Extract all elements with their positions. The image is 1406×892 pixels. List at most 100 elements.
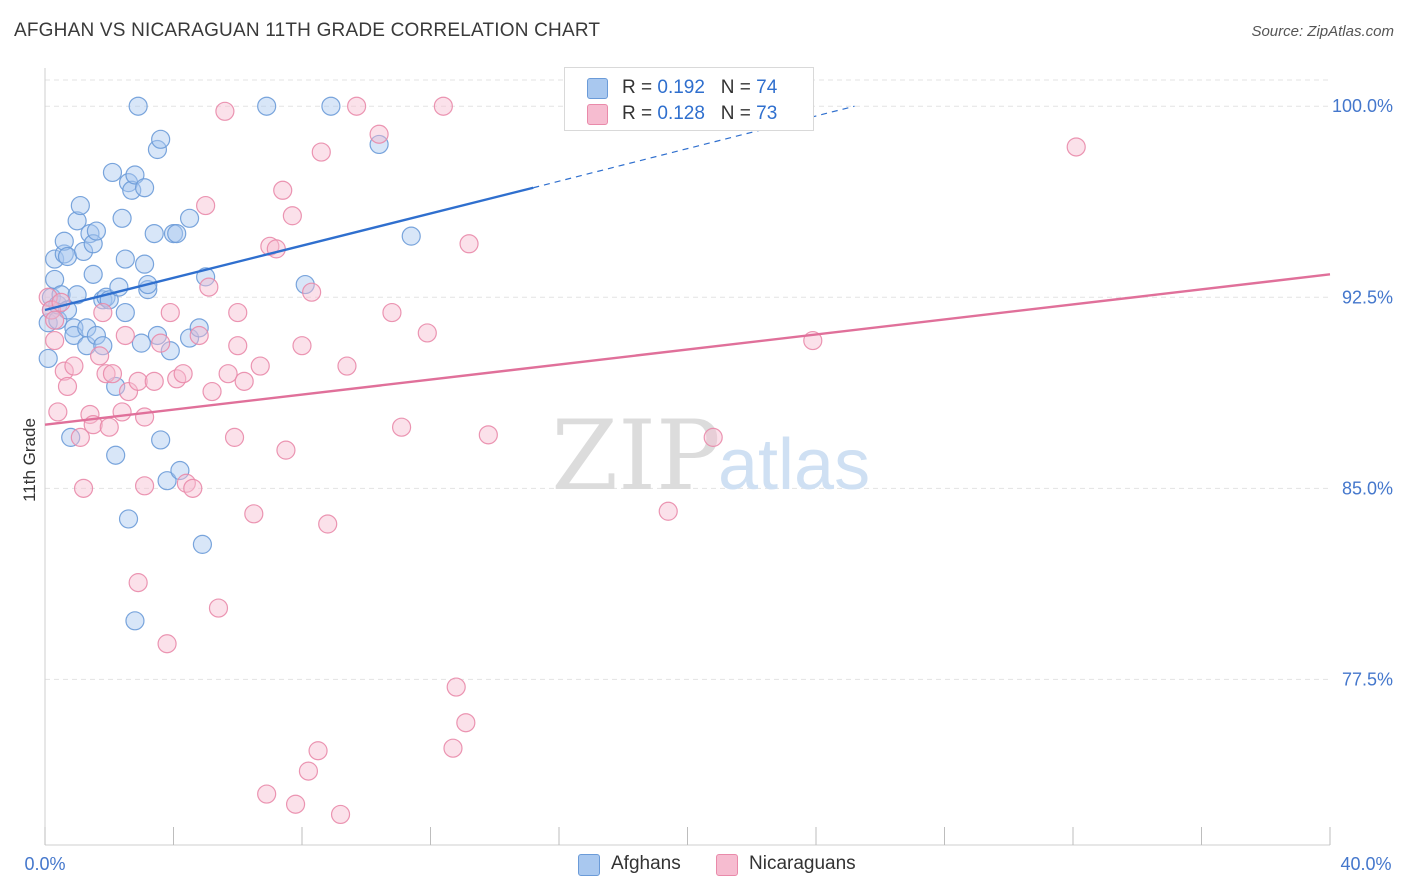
data-point-nicaraguans (433, 96, 453, 116)
data-point-afghans (321, 96, 341, 116)
data-point-afghans (112, 208, 132, 228)
data-point-afghans (125, 611, 145, 631)
data-point-afghans (144, 223, 164, 244)
data-point-nicaraguans (176, 473, 196, 493)
data-point-nicaraguans (282, 206, 302, 226)
data-point-nicaraguans (298, 761, 319, 781)
n-label: N = (720, 77, 757, 98)
data-point-nicaraguans (196, 195, 216, 216)
data-point-nicaraguans (218, 364, 238, 384)
trend-line-afghans (44, 186, 534, 312)
r-value-afghans: 0.192 (657, 77, 705, 98)
r-value-nicaraguans: 0.128 (657, 103, 705, 124)
data-point-nicaraguans (292, 336, 312, 356)
data-point-nicaraguans (276, 440, 296, 460)
data-point-afghans (128, 96, 148, 116)
legend-swatch-afghans (578, 854, 600, 876)
data-point-nicaraguans (215, 101, 235, 121)
legend-stats-nicaraguans: R = 0.128 N = 73 (622, 103, 777, 125)
data-point-nicaraguans (38, 287, 58, 307)
legend-swatch-nicaraguans (587, 104, 608, 125)
data-point-nicaraguans (151, 333, 171, 353)
y-tick-label: 92.5% (1342, 287, 1393, 307)
data-point-nicaraguans (112, 402, 132, 422)
data-point-afghans (189, 318, 209, 338)
data-point-nicaraguans (118, 381, 139, 402)
data-point-nicaraguans (45, 330, 65, 351)
data-point-nicaraguans (199, 277, 219, 297)
y-tick-label: 85.0% (1342, 478, 1393, 498)
data-point-nicaraguans (273, 180, 293, 200)
data-point-nicaraguans (443, 738, 463, 758)
data-point-afghans (192, 534, 213, 554)
r-label: R = (622, 103, 658, 124)
y-tick-label: 100.0% (1332, 96, 1393, 116)
tick-labels: 77.5% 85.0% 92.5% 100.0% 0.0% 40.0% (24, 96, 1393, 874)
data-point-nicaraguans (115, 325, 135, 346)
legend-swatch-nicaraguans (716, 854, 738, 876)
data-point-afghans (134, 178, 155, 198)
data-point-afghans (295, 274, 315, 295)
data-point-nicaraguans (224, 427, 245, 447)
data-point-nicaraguans (228, 302, 248, 323)
y-axis-label: 11th Grade (20, 418, 39, 502)
data-point-nicaraguans (189, 325, 209, 346)
data-point-nicaraguans (337, 356, 357, 376)
x-tick-label: 40.0% (1340, 854, 1391, 874)
data-point-nicaraguans (134, 476, 155, 496)
n-value-nicaraguans: 73 (756, 103, 778, 124)
data-points (38, 96, 1086, 825)
data-point-nicaraguans (391, 417, 412, 437)
data-point-nicaraguans (202, 381, 222, 402)
data-point-nicaraguans (90, 346, 110, 366)
data-point-nicaraguans (244, 504, 264, 524)
data-point-afghans (125, 165, 145, 185)
data-point-nicaraguans (1066, 137, 1086, 157)
legend-stats-afghans: R = 0.192 N = 74 (622, 77, 777, 99)
legend-swatch-afghans (587, 78, 608, 99)
data-point-nicaraguans (128, 573, 148, 593)
data-point-nicaraguans (302, 282, 322, 302)
data-point-afghans (67, 211, 87, 231)
correlation-legend: R = 0.192 N = 74 R = 0.128 N = 73 (564, 67, 814, 131)
data-point-afghans (151, 430, 171, 450)
data-point-nicaraguans (234, 371, 254, 391)
data-point-afghans (134, 254, 155, 274)
data-point-nicaraguans (54, 361, 74, 381)
data-point-nicaraguans (57, 376, 78, 397)
data-point-afghans (257, 96, 277, 116)
data-point-afghans (83, 234, 103, 254)
data-point-nicaraguans (99, 417, 119, 437)
data-point-afghans (157, 471, 177, 491)
data-point-nicaraguans (330, 804, 351, 825)
data-point-nicaraguans (478, 425, 498, 445)
data-point-nicaraguans (311, 142, 331, 162)
data-point-nicaraguans (658, 501, 678, 521)
data-point-afghans (131, 333, 151, 353)
data-point-nicaraguans (167, 369, 187, 389)
data-point-nicaraguans (134, 407, 155, 427)
data-point-nicaraguans (45, 310, 65, 330)
n-value-afghans: 74 (756, 77, 778, 98)
data-point-nicaraguans (73, 478, 94, 498)
data-point-nicaraguans (446, 677, 466, 697)
data-point-nicaraguans (70, 427, 90, 447)
y-tick-label: 77.5% (1342, 669, 1393, 689)
series-legend: Afghans Nicaraguans (0, 852, 1406, 878)
data-point-afghans (86, 325, 107, 346)
data-point-nicaraguans (703, 427, 723, 447)
data-point-nicaraguans (250, 356, 270, 376)
data-point-nicaraguans (96, 364, 116, 384)
data-point-afghans (67, 285, 87, 305)
watermark: ZIP atlas (551, 400, 870, 512)
data-point-afghans (151, 129, 171, 149)
data-point-afghans (369, 134, 389, 155)
chart-title: AFGHAN VS NICARAGUAN 11TH GRADE CORRELAT… (14, 20, 601, 41)
data-point-nicaraguans (160, 302, 180, 323)
data-point-afghans (179, 208, 200, 228)
data-point-afghans (77, 318, 97, 338)
data-point-nicaraguans (318, 514, 338, 534)
data-point-nicaraguans (173, 364, 193, 384)
data-point-afghans (167, 223, 187, 244)
data-point-nicaraguans (128, 371, 148, 391)
